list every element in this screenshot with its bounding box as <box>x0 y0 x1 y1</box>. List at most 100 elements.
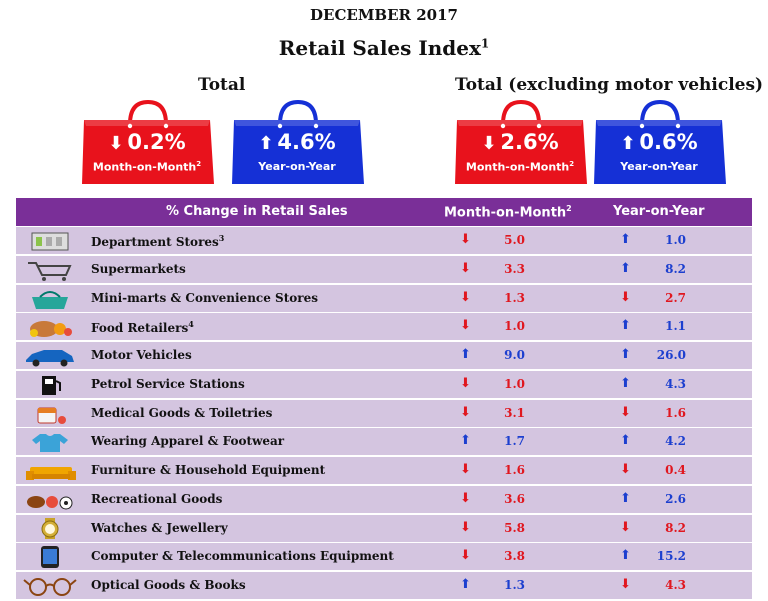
arrow-down-icon: ⬇ <box>481 133 497 154</box>
arrow-up-icon: ⬆ <box>620 433 631 448</box>
table-row: Supermarkets ⬇ 3.3 ⬆ 8.2 <box>16 256 752 283</box>
yoy-value: 1.6 <box>665 406 686 420</box>
col-header-mom: Month-on-Month2 <box>444 204 572 220</box>
table-row: Wearing Apparel & Footwear ⬆ 1.7 ⬆ 4.2 <box>16 428 752 455</box>
bag-label: Year-on-Year <box>232 160 362 173</box>
bag-label: Month-on-Month2 <box>455 160 585 174</box>
arrow-up-icon: ⬆ <box>460 433 471 448</box>
smartphone-icon <box>22 545 78 568</box>
bag-label-footnote: 2 <box>569 160 575 168</box>
food-icon <box>22 315 78 338</box>
yoy-value: 0.4 <box>665 463 686 477</box>
mom-value: 1.0 <box>504 377 525 391</box>
yoy-value: 4.3 <box>665 377 686 391</box>
row-category-text: Mini-marts & Convenience Stores <box>91 291 318 305</box>
arrow-down-icon: ⬇ <box>460 376 471 391</box>
row-category-label: Wearing Apparel & Footwear <box>91 434 284 448</box>
bag-value: ⬆ 0.6% <box>594 130 724 154</box>
title-text: Retail Sales Index <box>278 36 481 60</box>
table-row: Mini-marts & Convenience Stores ⬇ 1.3 ⬇ 2.7 <box>16 285 752 312</box>
mom-value: 5.8 <box>504 521 525 535</box>
row-category-text: Furniture & Household Equipment <box>91 463 326 477</box>
arrow-up-icon: ⬆ <box>460 577 471 592</box>
arrow-up-icon: ⬆ <box>620 133 636 154</box>
table-row: Watches & Jewellery ⬇ 5.8 ⬇ 8.2 <box>16 515 752 542</box>
yoy-value: 26.0 <box>656 348 686 362</box>
summary-bag-1: ⬇ 0.2% Month-on-Month2 <box>82 100 218 186</box>
bag-value: ⬇ 2.6% <box>455 130 585 154</box>
row-category-label: Watches & Jewellery <box>91 521 228 535</box>
summary-bag-2: ⬆ 4.6% Year-on-Year <box>232 100 368 186</box>
report-month: DECEMBER 2017 <box>310 6 458 24</box>
row-category-text: Wearing Apparel & Footwear <box>91 434 285 448</box>
arrow-down-icon: ⬇ <box>620 405 631 420</box>
sports-balls-icon <box>22 488 78 511</box>
summary-bag-3: ⬇ 2.6% Month-on-Month2 <box>455 100 591 186</box>
group-label-total: Total <box>198 75 246 95</box>
mom-value: 3.3 <box>504 262 525 276</box>
summary-bag-4: ⬆ 0.6% Year-on-Year <box>594 100 730 186</box>
glasses-icon <box>22 574 78 597</box>
yoy-value: 2.6 <box>665 492 686 506</box>
col-header-mom-footnote: 2 <box>566 204 572 213</box>
arrow-down-icon: ⬇ <box>460 462 471 477</box>
table-row: Petrol Service Stations ⬇ 1.0 ⬆ 4.3 <box>16 371 752 398</box>
row-category-footnote: 3 <box>218 233 225 243</box>
table-row: Medical Goods & Toiletries ⬇ 3.1 ⬇ 1.6 <box>16 400 752 427</box>
fuel-pump-icon <box>22 373 78 396</box>
yoy-value: 4.3 <box>665 578 686 592</box>
row-category-label: Computer & Telecommunications Equipment <box>91 549 394 563</box>
bag-value: ⬆ 4.6% <box>232 130 362 154</box>
row-category-text: Department Stores <box>91 235 219 249</box>
yoy-value: 1.0 <box>665 233 686 247</box>
yoy-value: 8.2 <box>665 262 686 276</box>
row-category-label: Motor Vehicles <box>91 348 192 362</box>
arrow-up-icon: ⬆ <box>620 232 631 247</box>
arrow-down-icon: ⬇ <box>460 520 471 535</box>
row-category-text: Optical Goods & Books <box>91 578 246 592</box>
table-row: Furniture & Household Equipment ⬇ 1.6 ⬇ 0.4 <box>16 457 752 484</box>
yoy-value: 15.2 <box>656 549 686 563</box>
table-row: Optical Goods & Books ⬆ 1.3 ⬇ 4.3 <box>16 572 752 599</box>
bag-value-text: 4.6% <box>277 130 336 154</box>
col-header-category: % Change in Retail Sales <box>166 204 348 219</box>
bag-value-text: 0.6% <box>639 130 698 154</box>
arrow-down-icon: ⬇ <box>460 491 471 506</box>
table-header: % Change in Retail Sales Month-on-Month2… <box>16 198 752 226</box>
arrow-up-icon: ⬆ <box>620 261 631 276</box>
yoy-value: 1.1 <box>665 319 686 333</box>
shopping-bag-icon <box>82 100 214 184</box>
mom-value: 1.0 <box>504 319 525 333</box>
arrow-down-icon: ⬇ <box>460 548 471 563</box>
arrow-down-icon: ⬇ <box>460 405 471 420</box>
bag-label: Month-on-Month2 <box>82 160 212 174</box>
arrow-up-icon: ⬆ <box>258 133 274 154</box>
bag-label-text: Year-on-Year <box>620 160 698 173</box>
bag-label-footnote: 2 <box>196 160 202 168</box>
watch-icon <box>22 517 78 540</box>
mom-value: 1.3 <box>504 291 525 305</box>
row-category-label: Optical Goods & Books <box>91 578 246 592</box>
row-category-text: Supermarkets <box>91 262 186 276</box>
bag-label-text: Year-on-Year <box>258 160 336 173</box>
row-category-label: Petrol Service Stations <box>91 377 245 391</box>
row-category-text: Computer & Telecommunications Equipment <box>91 549 394 563</box>
arrow-up-icon: ⬆ <box>620 318 631 333</box>
table-row: Motor Vehicles ⬆ 9.0 ⬆ 26.0 <box>16 342 752 369</box>
title-footnote: 1 <box>480 36 490 51</box>
mom-value: 1.7 <box>504 434 525 448</box>
shopping-bag-icon <box>455 100 587 184</box>
mom-value: 9.0 <box>504 348 525 362</box>
yoy-value: 2.7 <box>665 291 686 305</box>
shopping-basket-icon <box>22 287 78 310</box>
shopping-bag-icon <box>594 100 726 184</box>
shopping-bag-icon <box>232 100 364 184</box>
mom-value: 3.6 <box>504 492 525 506</box>
bag-label-text: Month-on-Month <box>465 160 570 174</box>
row-category-text: Watches & Jewellery <box>91 521 228 535</box>
col-header-yoy: Year-on-Year <box>613 204 705 219</box>
row-category-label: Medical Goods & Toiletries <box>91 406 272 420</box>
bag-label: Year-on-Year <box>594 160 724 173</box>
row-category-text: Petrol Service Stations <box>91 377 245 391</box>
bag-value-text: 2.6% <box>500 130 559 154</box>
